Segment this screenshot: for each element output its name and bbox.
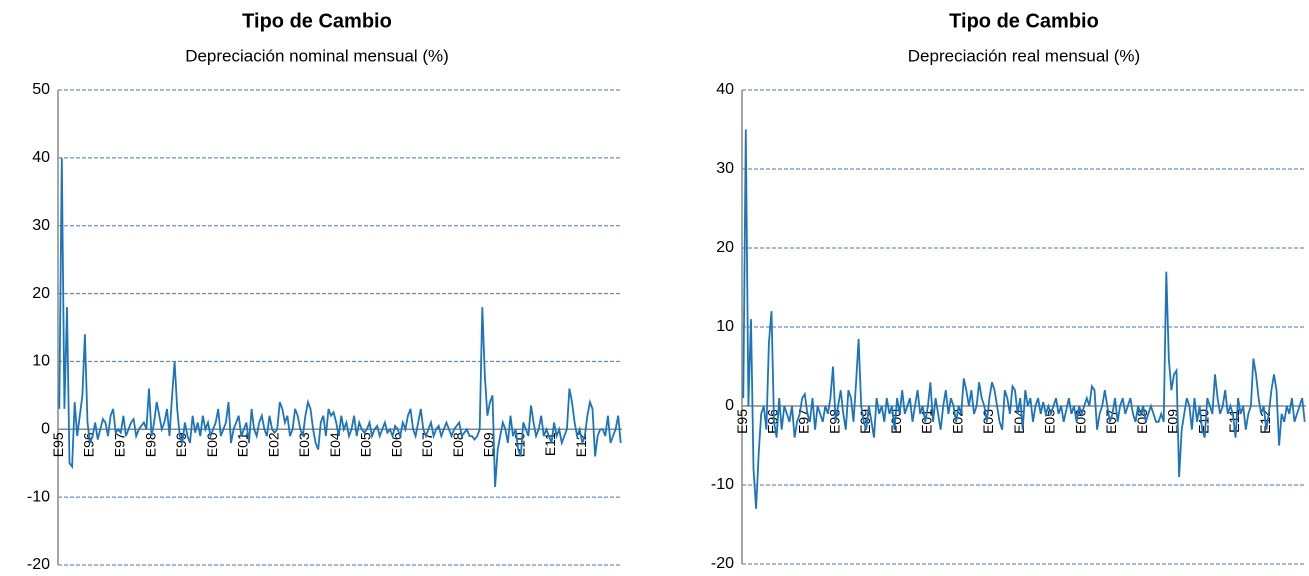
x-tick-label: E96 xyxy=(81,432,97,457)
x-tick-label: E03 xyxy=(296,432,312,457)
y-tick-label: -10 xyxy=(27,488,50,505)
x-tick-label: E10 xyxy=(511,432,527,457)
x-tick-label: E95 xyxy=(50,432,66,457)
chart-title: Tipo de Cambio xyxy=(242,10,392,32)
x-tick-label: E09 xyxy=(1165,409,1181,434)
x-tick-label: E08 xyxy=(1134,409,1150,434)
chart-subtitle: Depreciación real mensual (%) xyxy=(908,46,1140,65)
x-tick-label: E98 xyxy=(826,409,842,434)
y-tick-label: -20 xyxy=(711,555,734,572)
x-tick-label: E10 xyxy=(1195,409,1211,434)
x-tick-label: E99 xyxy=(857,409,873,434)
x-tick-label: E07 xyxy=(1103,409,1119,434)
x-tick-label: E09 xyxy=(481,432,497,457)
x-tick-label: E03 xyxy=(980,409,996,434)
chart-subtitle: Depreciación nominal mensual (%) xyxy=(185,46,449,65)
y-tick-label: 10 xyxy=(716,318,734,335)
y-tick-label: 40 xyxy=(716,81,734,98)
x-tick-label: E08 xyxy=(450,432,466,457)
x-tick-label: E00 xyxy=(204,432,220,457)
x-tick-label: E99 xyxy=(173,432,189,457)
y-tick-label: 10 xyxy=(32,353,50,370)
data-line xyxy=(742,129,1306,509)
x-tick-label: E95 xyxy=(734,409,750,434)
x-tick-label: E02 xyxy=(949,409,965,434)
y-tick-label: 40 xyxy=(32,149,50,166)
y-tick-label: -10 xyxy=(711,476,734,493)
y-tick-label: 20 xyxy=(32,285,50,302)
x-tick-label: E01 xyxy=(235,432,251,457)
x-tick-label: E05 xyxy=(358,432,374,457)
y-tick-label: 0 xyxy=(725,397,734,414)
x-tick-label: E97 xyxy=(112,432,128,457)
chart-title: Tipo de Cambio xyxy=(949,10,1099,32)
y-tick-label: 20 xyxy=(716,239,734,256)
y-tick-label: 30 xyxy=(716,160,734,177)
y-tick-label: 50 xyxy=(32,81,50,98)
x-tick-label: E07 xyxy=(419,432,435,457)
x-tick-label: E06 xyxy=(388,432,404,457)
y-tick-label: 0 xyxy=(41,421,50,438)
data-line xyxy=(58,157,622,488)
y-tick-label: -20 xyxy=(27,556,50,573)
x-tick-label: E04 xyxy=(327,432,343,457)
x-tick-label: E98 xyxy=(142,432,158,457)
y-tick-label: 30 xyxy=(32,217,50,234)
x-tick-label: E01 xyxy=(919,409,935,434)
x-tick-label: E11 xyxy=(542,432,558,456)
x-tick-label: E02 xyxy=(265,432,281,457)
